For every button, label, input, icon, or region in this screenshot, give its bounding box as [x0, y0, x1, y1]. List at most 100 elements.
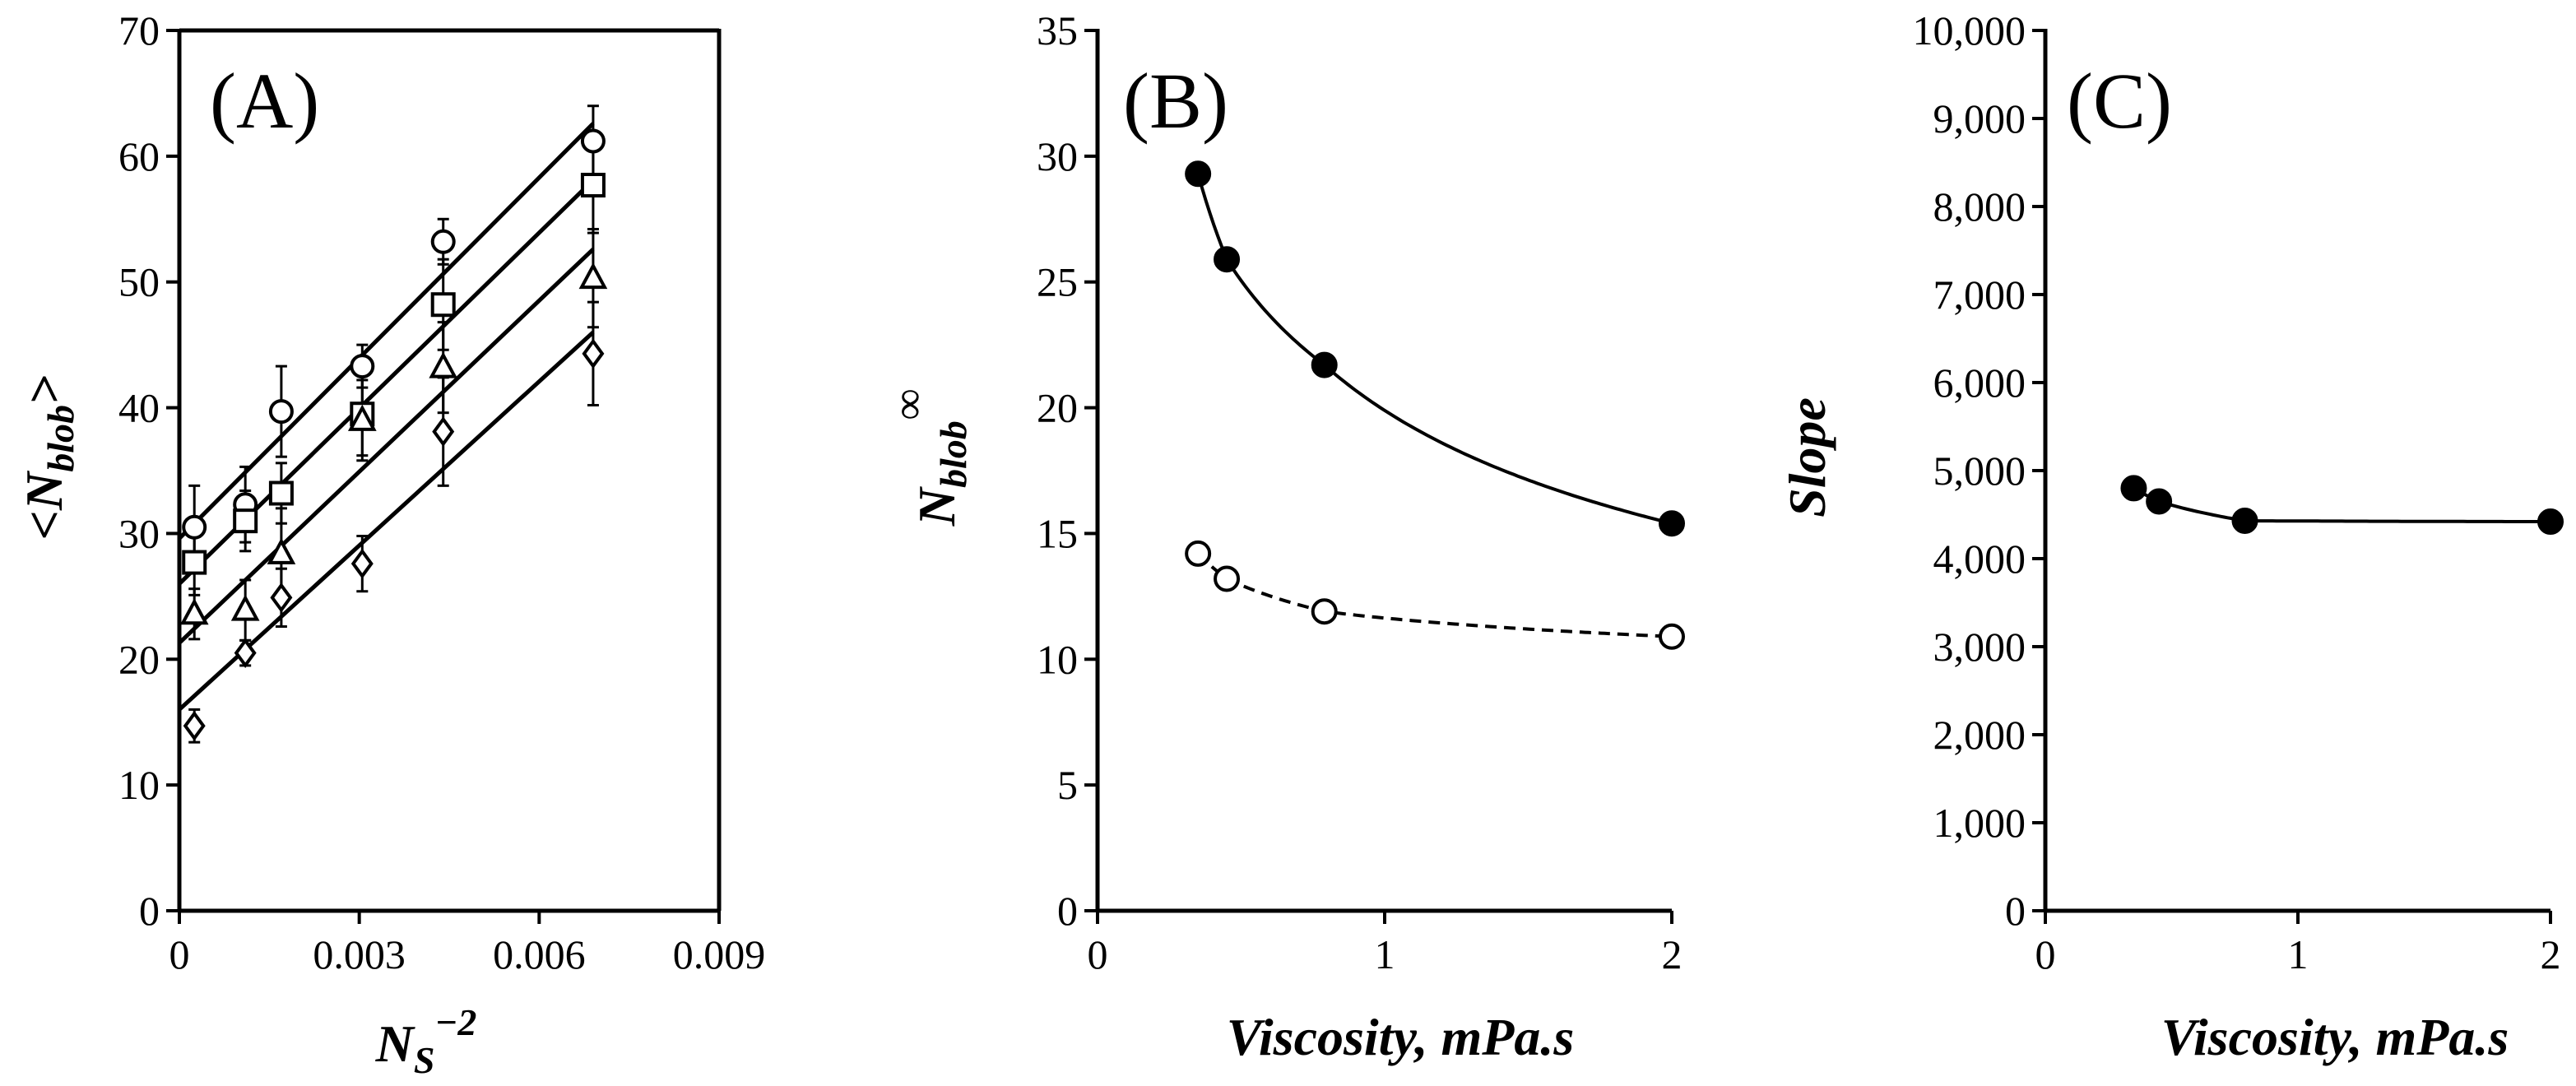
y-tick-label: 0 — [2005, 888, 2026, 934]
y-tick-label: 20 — [118, 636, 160, 682]
diamond-point — [270, 582, 293, 613]
circle-point — [430, 229, 456, 254]
triangle-point — [429, 351, 458, 378]
y-tick-label: 9,000 — [1933, 95, 2026, 142]
y-tick-label: 0 — [139, 888, 160, 934]
panel-b-ylabel-sup: ∞ — [884, 389, 933, 421]
panel-c-axes: 0 1,000 2,000 3,000 4,000 5,000 6,000 7,000 8,00… — [1913, 7, 2561, 977]
circle-point — [350, 354, 375, 379]
square-point — [233, 508, 258, 534]
panel-a-xlabel-sup: −2 — [434, 1001, 476, 1043]
open-circle-point — [1659, 623, 1685, 650]
fit-line-triangle — [178, 248, 595, 645]
y-tick-label: 1,000 — [1933, 800, 2026, 846]
circle-point — [268, 399, 294, 425]
y-tick-label: 35 — [1037, 7, 1078, 53]
x-tick-label: 0.003 — [313, 931, 406, 977]
triangle-point — [179, 598, 209, 625]
filled-circle-point — [2146, 488, 2173, 515]
square-point — [182, 550, 207, 575]
panel-b-ylabel-main: N — [907, 485, 966, 527]
panel-b-label: (B) — [1123, 57, 1228, 145]
circle-point — [182, 514, 207, 540]
panel-a-xlabel-main: N — [375, 1014, 416, 1073]
panel-c-label: (C) — [2067, 57, 2172, 145]
y-tick-label: 20 — [1037, 385, 1078, 431]
y-tick-label: 6,000 — [1933, 360, 2026, 406]
x-tick-label: 0.006 — [493, 931, 586, 977]
filled-circle-point — [1185, 160, 1212, 188]
panel-b-ylabel-sub: blob — [932, 420, 974, 488]
y-tick-label: 4,000 — [1933, 536, 2026, 582]
panel-c: 0 1,000 2,000 3,000 4,000 5,000 6,000 7,000 8,00… — [1778, 7, 2564, 1066]
y-tick-label: 30 — [118, 510, 160, 556]
filled-circle-point — [1311, 351, 1338, 378]
square-point — [268, 480, 294, 506]
fit-line-circle — [178, 122, 595, 541]
filled-circle-point — [2120, 475, 2147, 502]
triangle-point — [347, 404, 377, 431]
y-tick-label: 30 — [1037, 133, 1078, 179]
panel-a-xlabel-sub: S — [414, 1039, 435, 1081]
open-circle-point — [1185, 540, 1212, 567]
y-tick-label: 5,000 — [1933, 448, 2026, 494]
square-point — [430, 292, 456, 318]
panel-a-label: (A) — [210, 57, 319, 145]
panel-a-ylabel-main: <N — [15, 470, 73, 540]
diamond-point — [350, 548, 374, 579]
curve-filled — [1196, 173, 1673, 526]
triangle-point — [230, 594, 260, 621]
square-point — [580, 173, 606, 198]
filled-circle-point — [1659, 510, 1685, 537]
diamond-point — [183, 710, 206, 741]
panel-c-xlabel: Viscosity, mPa.s — [2161, 1008, 2509, 1066]
panel-a-ylabel-end: > — [15, 375, 73, 405]
panel-b-axes: 0 5 10 15 20 25 30 35 0 1 2 — [1037, 7, 1683, 977]
x-tick-label: 0 — [1088, 931, 1108, 977]
y-tick-label: 8,000 — [1933, 183, 2026, 230]
panel-c-ylabel: Slope — [1778, 397, 1836, 517]
triangle-point — [267, 537, 296, 564]
panel-a-marks — [178, 104, 608, 744]
x-tick-label: 2 — [1662, 931, 1683, 977]
y-tick-label: 0 — [1057, 888, 1078, 934]
x-tick-label: 0 — [2035, 931, 2056, 977]
x-tick-label: 1 — [1375, 931, 1395, 977]
y-tick-label: 10 — [1037, 636, 1078, 682]
panel-a: 0 10 20 30 40 50 60 70 0 0.003 0.006 0.009 (A) NS−2… — [15, 7, 765, 1081]
circle-point — [580, 128, 606, 154]
y-tick-label: 2,000 — [1933, 712, 2026, 758]
y-tick-label: 70 — [118, 7, 160, 53]
y-tick-label: 60 — [118, 133, 160, 179]
open-circle-point — [1311, 598, 1338, 625]
y-tick-label: 50 — [118, 259, 160, 305]
filled-circle-point — [2231, 507, 2258, 534]
y-tick-label: 10 — [118, 762, 160, 808]
panel-b: 0 5 10 15 20 25 30 35 0 1 2 (B) Viscosity, mPa.s N… — [884, 7, 1685, 1066]
x-tick-label: 2 — [2541, 931, 2561, 977]
y-tick-label: 10,000 — [1913, 7, 2026, 53]
panel-a-ylabel: <Nblob> — [15, 375, 81, 541]
panel-c-marks — [2120, 475, 2564, 536]
y-tick-label: 15 — [1037, 510, 1078, 556]
diamond-point — [582, 338, 605, 369]
y-tick-label: 5 — [1057, 762, 1078, 808]
y-tick-label: 7,000 — [1933, 272, 2026, 318]
x-tick-label: 0 — [169, 931, 190, 977]
panel-a-axes: 0 10 20 30 40 50 60 70 0 0.003 0.006 0.009 — [118, 7, 765, 977]
open-circle-point — [1214, 565, 1241, 592]
x-tick-label: 1 — [2288, 931, 2309, 977]
panel-b-ylabel: Nblob∞ — [884, 389, 974, 527]
y-tick-label: 25 — [1037, 259, 1078, 305]
y-tick-label: 3,000 — [1933, 624, 2026, 670]
curve-open — [1196, 552, 1673, 638]
filled-circle-point — [1214, 246, 1241, 273]
diamond-point — [432, 416, 455, 447]
diamond-point — [234, 638, 257, 669]
panel-a-ylabel-sub: blob — [39, 405, 81, 472]
y-tick-label: 40 — [118, 385, 160, 431]
filled-circle-point — [2537, 508, 2564, 536]
x-tick-label: 0.009 — [673, 931, 766, 977]
curve-filled — [2133, 486, 2550, 524]
